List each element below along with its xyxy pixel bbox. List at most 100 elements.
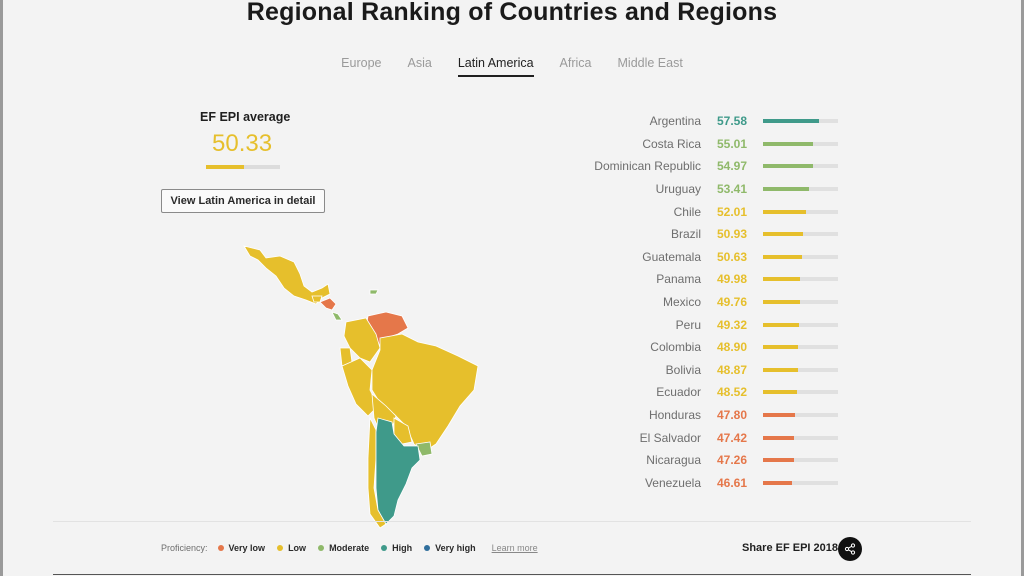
ranking-row[interactable]: Bolivia 48.87 <box>560 359 860 382</box>
country-name: Uruguay <box>655 182 701 197</box>
legend-item-low: Low <box>277 543 306 553</box>
score-bar-fill <box>763 254 803 259</box>
score-bar <box>763 322 838 327</box>
score-bar <box>763 345 838 350</box>
country-score: 49.32 <box>717 317 748 332</box>
score-bar-fill <box>763 390 797 395</box>
ranking-row[interactable]: El Salvador 47.42 <box>560 426 860 449</box>
score-bar-fill <box>763 119 820 124</box>
legend-item-label: Low <box>288 543 307 553</box>
share-button[interactable] <box>838 537 862 561</box>
country-score: 57.58 <box>717 114 748 129</box>
country-name: Guatemala <box>642 249 701 264</box>
legend-dot <box>217 545 224 551</box>
ranking-row[interactable]: Argentina 57.58 <box>560 110 860 133</box>
score-bar <box>763 254 838 259</box>
ranking-row[interactable]: Honduras 47.80 <box>560 404 860 427</box>
score-bar <box>763 390 838 395</box>
page-title: Regional Ranking of Countries and Region… <box>246 0 778 26</box>
map-central-america-low[interactable] <box>319 297 337 311</box>
ranking-row[interactable]: Costa Rica 55.01 <box>560 133 860 156</box>
score-bar <box>763 119 838 124</box>
learn-more-link[interactable]: Learn more <box>491 543 538 553</box>
score-bar-fill <box>763 187 810 192</box>
footer-divider <box>53 521 971 522</box>
legend-item-label: Very low <box>228 543 266 553</box>
map-paraguay[interactable] <box>393 417 413 445</box>
ranking-row[interactable]: Ecuador 48.52 <box>560 381 860 404</box>
score-bar <box>763 277 838 282</box>
view-detail-button[interactable]: View Latin America in detail <box>161 189 325 213</box>
country-name: El Salvador <box>639 430 701 445</box>
score-bar <box>763 232 838 237</box>
country-name: Ecuador <box>656 385 701 400</box>
country-score: 54.97 <box>717 159 748 174</box>
country-name: Venezuela <box>644 475 701 490</box>
country-score: 48.87 <box>717 362 748 377</box>
legend-label: Proficiency: <box>161 543 208 553</box>
map-uruguay[interactable] <box>415 441 433 457</box>
legend-item-label: Very high <box>435 543 476 553</box>
country-name: Peru <box>675 317 701 332</box>
legend-dot <box>277 545 284 551</box>
average-value: 50.33 <box>212 130 273 157</box>
score-bar-fill <box>763 300 800 305</box>
country-score: 53.41 <box>717 182 748 197</box>
map-mexico[interactable] <box>243 245 331 305</box>
country-score: 50.63 <box>717 249 748 264</box>
region-tabs: Europe Asia Latin America Africa Middle … <box>0 56 1024 77</box>
country-score: 48.90 <box>717 340 748 355</box>
ranking-row[interactable]: Panama 49.98 <box>560 268 860 291</box>
ranking-row[interactable]: Colombia 48.90 <box>560 336 860 359</box>
score-bar-fill <box>763 480 793 485</box>
ranking-row[interactable]: Venezuela 46.61 <box>560 472 860 495</box>
map-costa-rica[interactable] <box>331 311 343 321</box>
country-name: Argentina <box>649 114 701 129</box>
score-bar-fill <box>763 413 795 418</box>
score-bar-fill <box>763 322 799 327</box>
score-bar <box>763 164 838 169</box>
country-score: 49.98 <box>717 272 748 287</box>
score-bar-fill <box>763 458 794 463</box>
country-score: 50.93 <box>717 227 748 242</box>
ranking-row[interactable]: Nicaragua 47.26 <box>560 449 860 472</box>
tab-latin-america[interactable]: Latin America <box>457 56 534 77</box>
country-name: Brazil <box>670 227 701 242</box>
map-dominican-republic[interactable] <box>369 289 379 295</box>
country-score: 49.76 <box>717 295 748 310</box>
map-brazil[interactable] <box>371 333 479 453</box>
ranking-row[interactable]: Chile 52.01 <box>560 200 860 223</box>
legend-dot <box>318 545 325 551</box>
latin-america-map[interactable] <box>236 238 488 530</box>
tab-europe[interactable]: Europe <box>341 56 382 70</box>
tab-asia[interactable]: Asia <box>407 56 432 70</box>
score-bar-fill <box>763 232 803 237</box>
country-score: 47.80 <box>717 408 748 423</box>
map-guatemala[interactable] <box>311 295 323 303</box>
ranking-row[interactable]: Dominican Republic 54.97 <box>560 155 860 178</box>
legend-item-label: High <box>392 543 413 553</box>
right-frame-edge <box>1021 0 1024 576</box>
score-bar-fill <box>763 367 798 372</box>
score-bar <box>763 480 838 485</box>
bottom-border <box>53 574 971 575</box>
tab-africa[interactable]: Africa <box>559 56 592 70</box>
map-argentina[interactable] <box>375 417 421 525</box>
map-colombia[interactable] <box>343 317 381 363</box>
country-name: Dominican Republic <box>594 159 701 174</box>
score-bar <box>763 435 838 440</box>
ranking-row[interactable]: Guatemala 50.63 <box>560 246 860 269</box>
ranking-row[interactable]: Mexico 49.76 <box>560 291 860 314</box>
country-name: Panama <box>656 272 701 287</box>
legend-item-very-low: Very low <box>217 543 266 553</box>
average-bar-fill <box>206 165 244 169</box>
ranking-row[interactable]: Peru 49.32 <box>560 313 860 336</box>
ranking-row[interactable]: Brazil 50.93 <box>560 223 860 246</box>
ranking-row[interactable]: Uruguay 53.41 <box>560 178 860 201</box>
legend-dot <box>424 545 431 551</box>
country-score: 55.01 <box>717 136 748 151</box>
country-score: 52.01 <box>717 204 748 219</box>
score-bar-fill <box>763 164 813 169</box>
legend-item-label: Moderate <box>329 543 370 553</box>
tab-middle-east[interactable]: Middle East <box>617 56 683 70</box>
